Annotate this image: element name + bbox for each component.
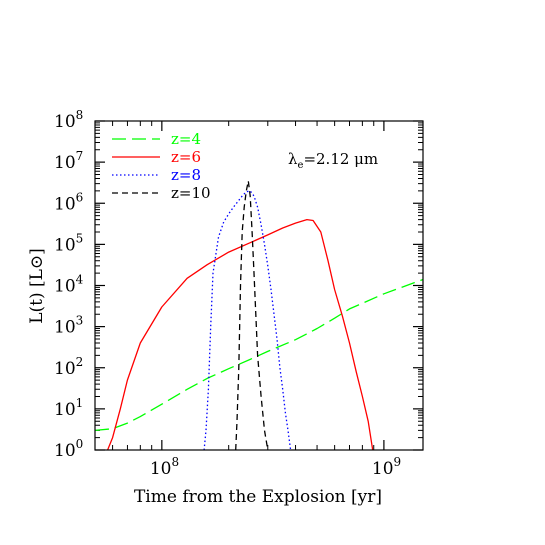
series-line-z6 [106, 218, 374, 450]
plot-frame [94, 120, 424, 451]
axis-ticks [94, 120, 423, 451]
y-tick-label: 104 [54, 273, 84, 297]
y-tick-label: 101 [54, 396, 83, 420]
legend-label: z=10 [171, 184, 211, 202]
legend-label: z=6 [171, 148, 201, 166]
series-line-z4 [95, 278, 423, 432]
y-tick-label: 102 [54, 355, 83, 379]
series-line-z10 [235, 180, 269, 450]
x-tick-label: 108 [150, 455, 179, 479]
x-tick-label: 109 [372, 455, 401, 479]
series-lines [95, 180, 423, 450]
y-tick-label: 103 [54, 314, 83, 338]
legend-label: z=4 [171, 130, 201, 148]
x-axis-label: Time from the Explosion [yr] [134, 487, 382, 507]
y-tick-label: 108 [54, 108, 83, 132]
annotation: λe=2.12 μm [288, 150, 378, 171]
y-tick-label: 100 [54, 437, 83, 461]
legend-label: z=8 [171, 166, 201, 184]
y-tick-label: 105 [54, 231, 83, 255]
y-tick-label: 106 [54, 190, 83, 214]
y-tick-label: 107 [54, 149, 83, 173]
legend: z=4z=6z=8z=10 [112, 130, 211, 202]
tick-labels: 100 101 102 103 104 105 106 107 108 108 109 [54, 108, 401, 479]
y-axis-label: L(t) [L⊙] [27, 248, 47, 324]
